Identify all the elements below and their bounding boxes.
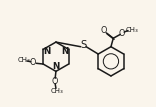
Text: O: O — [101, 26, 107, 35]
Text: N: N — [43, 47, 51, 56]
Text: CH₃: CH₃ — [125, 27, 138, 33]
Text: O: O — [30, 58, 36, 67]
Text: CH₃: CH₃ — [17, 57, 30, 63]
Text: O: O — [119, 29, 125, 38]
Text: S: S — [81, 40, 87, 50]
Text: N: N — [52, 62, 60, 71]
Text: O: O — [52, 77, 58, 86]
Text: N: N — [61, 47, 68, 56]
Text: CH₃: CH₃ — [51, 88, 64, 94]
